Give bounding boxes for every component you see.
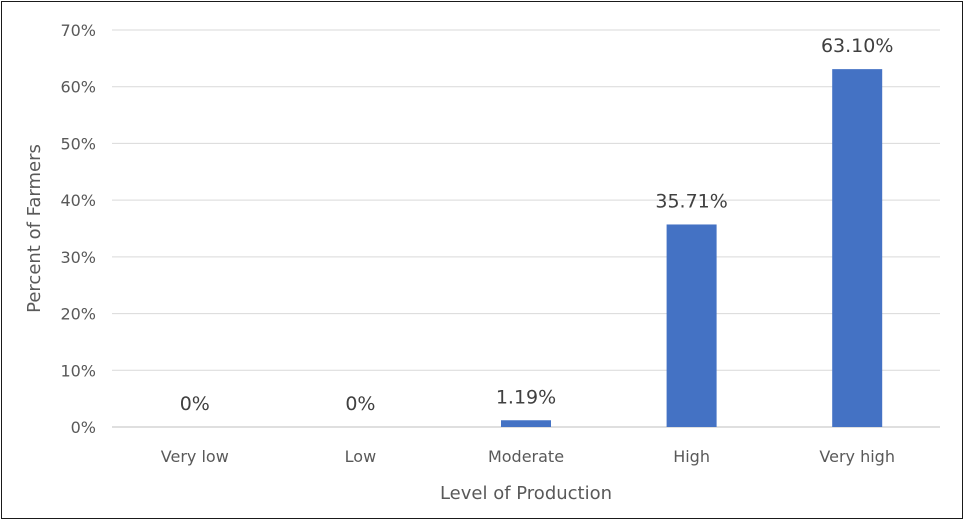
data-label: 1.19% bbox=[496, 386, 556, 408]
bar-high bbox=[666, 224, 717, 427]
x-tick-label: Moderate bbox=[488, 447, 564, 466]
y-tick-label: 40% bbox=[60, 191, 96, 210]
bars bbox=[501, 69, 883, 427]
bar-very-high bbox=[832, 69, 883, 427]
y-tick-label: 70% bbox=[60, 21, 96, 40]
x-axis-tick-labels: Very low Low Moderate High Very high bbox=[161, 447, 895, 466]
y-axis-title: Percent of Farmers bbox=[24, 144, 45, 313]
bar-moderate bbox=[501, 420, 551, 427]
x-tick-label: Very high bbox=[819, 447, 895, 466]
data-label: 63.10% bbox=[821, 35, 893, 57]
data-label: 35.71% bbox=[655, 190, 727, 212]
y-tick-label: 10% bbox=[60, 361, 96, 380]
y-tick-label: 30% bbox=[60, 248, 96, 267]
data-label: 0% bbox=[345, 393, 375, 415]
y-tick-label: 0% bbox=[71, 418, 96, 437]
y-tick-label: 60% bbox=[60, 78, 96, 97]
x-tick-label: Very low bbox=[161, 447, 229, 466]
x-tick-label: High bbox=[673, 447, 710, 466]
y-axis-tick-labels: 0% 10% 20% 30% 40% 50% 60% 70% bbox=[60, 21, 96, 437]
gridlines bbox=[112, 29, 940, 428]
x-tick-label: Low bbox=[345, 447, 377, 466]
data-label: 0% bbox=[180, 393, 210, 415]
data-labels: 0% 0% 1.19% 35.71% 63.10% bbox=[180, 35, 894, 415]
y-tick-label: 50% bbox=[60, 134, 96, 153]
x-axis-title: Level of Production bbox=[440, 483, 612, 504]
y-tick-label: 20% bbox=[60, 305, 96, 324]
